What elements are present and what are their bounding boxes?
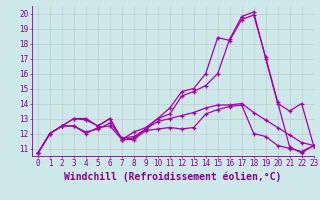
X-axis label: Windchill (Refroidissement éolien,°C): Windchill (Refroidissement éolien,°C) <box>64 171 282 182</box>
